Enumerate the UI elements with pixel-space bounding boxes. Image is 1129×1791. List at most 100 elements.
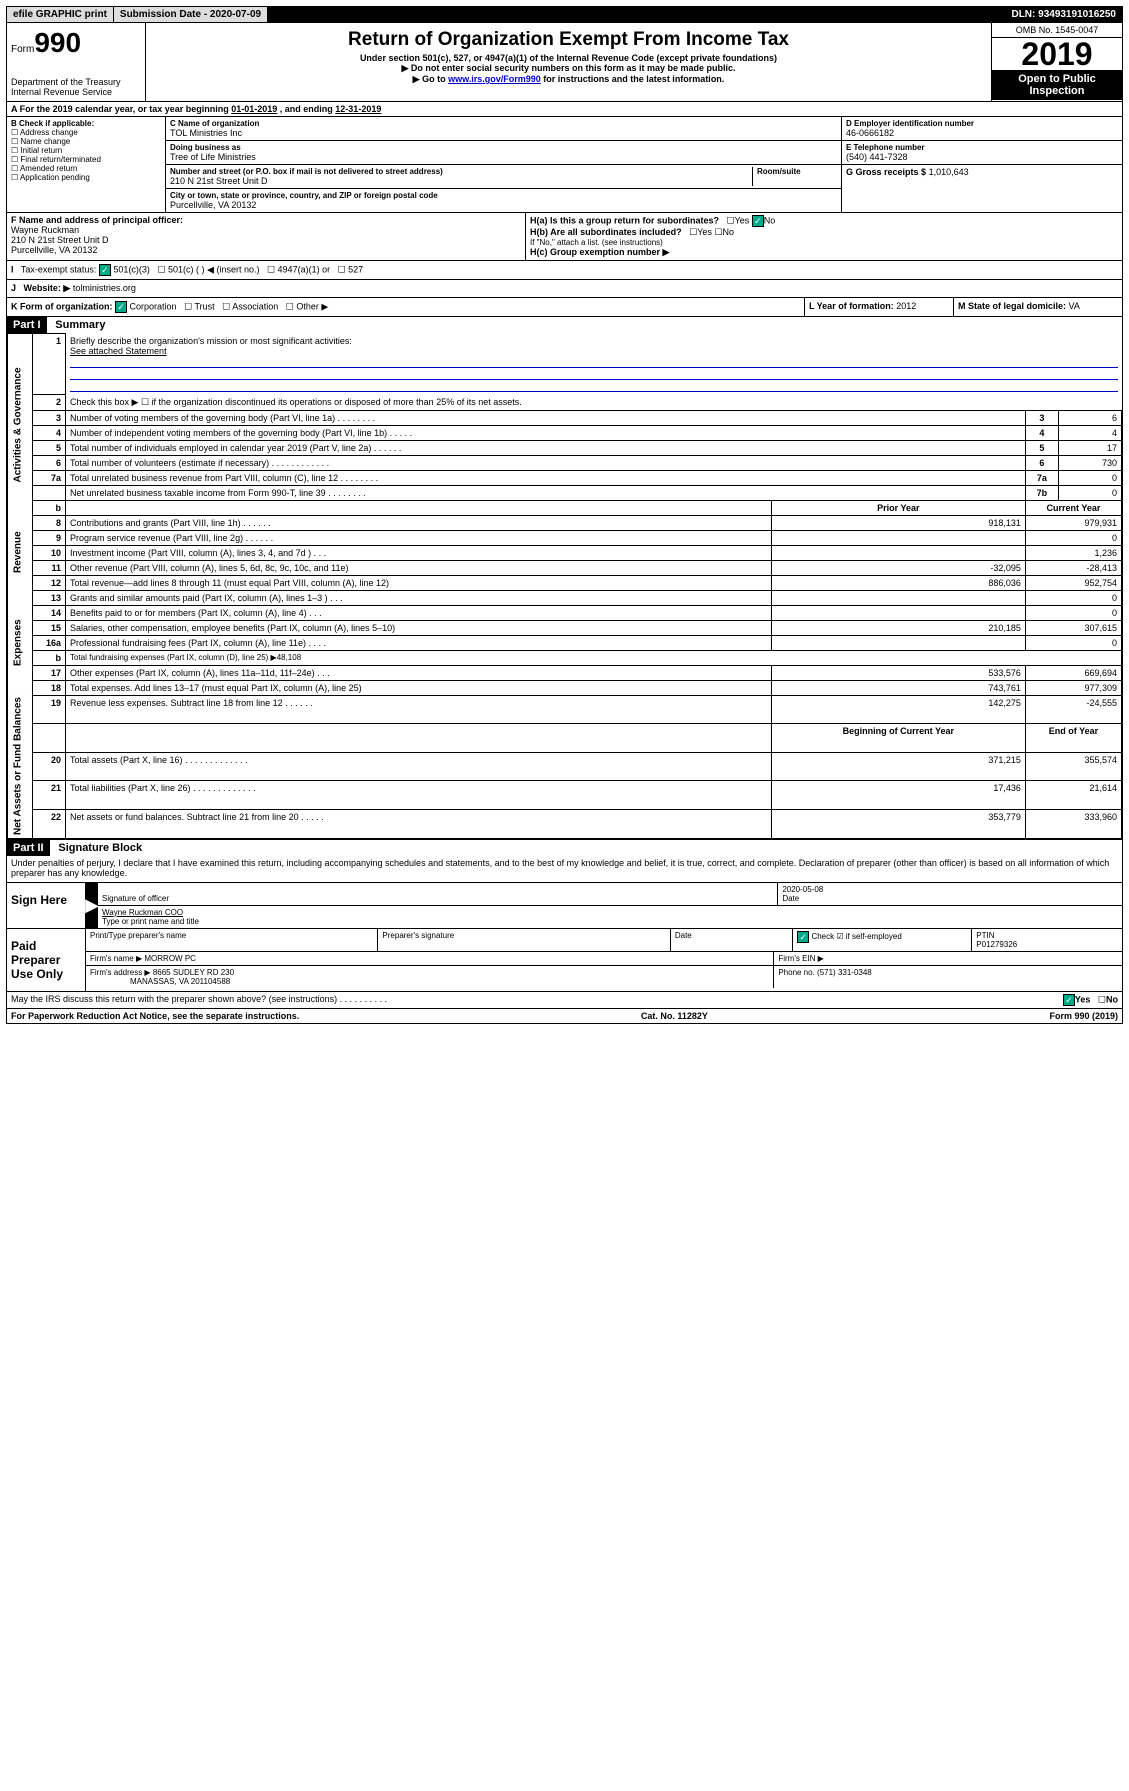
- preparer-phone: (571) 331-0348: [817, 968, 872, 977]
- form-subtitle: Under section 501(c), 527, or 4947(a)(1)…: [150, 53, 987, 63]
- firm-address2: MANASSAS, VA 201104588: [130, 977, 230, 986]
- sign-here-block: Sign Here ▶ Signature of officer 2020-05…: [6, 883, 1123, 929]
- line19-current: -24,555: [1025, 695, 1121, 724]
- check-501c3[interactable]: ✓: [99, 264, 111, 276]
- row-i: I Tax-exempt status: ✓ 501(c)(3) ☐ 501(c…: [6, 261, 1123, 280]
- line19-prior: 142,275: [771, 695, 1025, 724]
- city-state-zip: Purcellville, VA 20132: [170, 200, 837, 210]
- line22-begin: 353,779: [771, 809, 1025, 838]
- period-begin: 01-01-2019: [231, 104, 277, 114]
- sign-arrow-icon: ▶: [86, 883, 98, 928]
- check-corporation[interactable]: ✓: [115, 301, 127, 313]
- top-bar-spacer: [268, 7, 1005, 22]
- city-row: City or town, state or province, country…: [166, 189, 841, 212]
- header-right: OMB No. 1545-0047 2019 Open to Public In…: [992, 23, 1122, 101]
- discuss-row: May the IRS discuss this return with the…: [6, 992, 1123, 1009]
- part1-title: Summary: [49, 317, 111, 333]
- section-f-h: F Name and address of principal officer:…: [6, 213, 1123, 261]
- line20-begin: 371,215: [771, 752, 1025, 781]
- address-row: Number and street (or P.O. box if mail i…: [166, 165, 841, 189]
- paid-preparer-block: Paid Preparer Use Only Print/Type prepar…: [6, 929, 1123, 992]
- line11-current: -28,413: [1025, 560, 1121, 575]
- line12-prior: 886,036: [771, 575, 1025, 590]
- street-address: 210 N 21st Street Unit D: [170, 176, 752, 186]
- header-middle: Return of Organization Exempt From Incom…: [146, 23, 992, 101]
- row-klm: K Form of organization: ✓ Corporation ☐ …: [6, 298, 1123, 317]
- box-b: B Check if applicable: ☐ Address change …: [7, 117, 166, 212]
- form-title: Return of Organization Exempt From Incom…: [150, 29, 987, 51]
- check-name-change[interactable]: ☐ Name change: [11, 137, 161, 146]
- check-discuss-yes[interactable]: ✓: [1063, 994, 1075, 1006]
- box-h: H(a) Is this a group return for subordin…: [526, 213, 1122, 260]
- line17-current: 669,694: [1025, 665, 1121, 680]
- section-netassets-label: Net Assets or Fund Balances: [8, 695, 33, 838]
- line6-value: 730: [1058, 455, 1121, 470]
- form-footer-label: Form 990 (2019): [1049, 1011, 1118, 1021]
- paperwork-notice: For Paperwork Reduction Act Notice, see …: [11, 1011, 299, 1021]
- line3-value: 6: [1058, 410, 1121, 425]
- section-expenses-label: Expenses: [8, 590, 33, 695]
- line7a-value: 0: [1058, 470, 1121, 485]
- box-f: F Name and address of principal officer:…: [7, 213, 526, 260]
- dln-label: DLN: 93493191016250: [1005, 7, 1122, 22]
- line8-prior: 918,131: [771, 515, 1025, 530]
- org-name-row: C Name of organization TOL Ministries In…: [166, 117, 841, 141]
- part2-header: Part II: [7, 840, 50, 856]
- note-ssn: ▶ Do not enter social security numbers o…: [150, 63, 987, 74]
- check-self-employed[interactable]: ✓: [797, 931, 809, 943]
- check-application-pending[interactable]: ☐ Application pending: [11, 173, 161, 182]
- line18-prior: 743,761: [771, 680, 1025, 695]
- line10-current: 1,236: [1025, 545, 1121, 560]
- ptin-value: P01279326: [976, 940, 1017, 949]
- website-value: tolministries.org: [73, 283, 136, 293]
- line9-current: 0: [1025, 530, 1121, 545]
- box-c: C Name of organization TOL Ministries In…: [166, 117, 841, 212]
- org-name: TOL Ministries Inc: [170, 128, 837, 138]
- gross-receipts-value: 1,010,643: [929, 167, 969, 177]
- form-label: Form: [11, 44, 34, 55]
- submission-date-button[interactable]: Submission Date - 2020-07-09: [114, 7, 268, 22]
- note-link: ▶ Go to www.irs.gov/Form990 for instruct…: [150, 74, 987, 85]
- line14-current: 0: [1025, 605, 1121, 620]
- paid-preparer-label: Paid Preparer Use Only: [7, 929, 86, 991]
- part2-title: Signature Block: [52, 840, 148, 856]
- form-header: Form990 Department of the Treasury Inter…: [6, 23, 1123, 102]
- part1: Part I Summary Activities & Governance 1…: [6, 317, 1123, 840]
- dept-label: Department of the Treasury Internal Reve…: [11, 77, 141, 97]
- catalog-number: Cat. No. 11282Y: [641, 1011, 708, 1021]
- section-governance-label: Activities & Governance: [8, 334, 33, 516]
- efile-print-button[interactable]: efile GRAPHIC print: [7, 7, 114, 22]
- check-ha-no[interactable]: ✓: [752, 215, 764, 227]
- box-d-e-g: D Employer identification number 46-0666…: [841, 117, 1122, 212]
- firm-address: 8665 SUDLEY RD 230: [153, 968, 234, 977]
- ein-value: 46-0666182: [846, 128, 1118, 138]
- summary-table: Activities & Governance 1 Briefly descri…: [7, 333, 1122, 839]
- line16a-current: 0: [1025, 635, 1121, 650]
- row-j: J Website: ▶ tolministries.org: [6, 280, 1123, 298]
- mission-statement: See attached Statement: [70, 346, 167, 356]
- line18-current: 977,309: [1025, 680, 1121, 695]
- phone-value: (540) 441-7328: [846, 152, 1118, 162]
- open-to-public: Open to Public Inspection: [992, 70, 1122, 100]
- check-initial-return[interactable]: ☐ Initial return: [11, 146, 161, 155]
- irs-link[interactable]: www.irs.gov/Form990: [448, 74, 541, 84]
- part2: Part II Signature Block Under penalties …: [6, 840, 1123, 883]
- officer-name: Wayne Ruckman: [11, 225, 79, 235]
- top-bar: efile GRAPHIC print Submission Date - 20…: [6, 6, 1123, 23]
- line15-prior: 210,185: [771, 620, 1025, 635]
- year-formation: 2012: [896, 301, 916, 311]
- check-final-return[interactable]: ☐ Final return/terminated: [11, 155, 161, 164]
- part1-header: Part I: [7, 317, 47, 333]
- sign-date: 2020-05-08: [782, 885, 823, 894]
- line13-current: 0: [1025, 590, 1121, 605]
- line7b-value: 0: [1058, 485, 1121, 500]
- check-amended-return[interactable]: ☐ Amended return: [11, 164, 161, 173]
- line11-prior: -32,095: [771, 560, 1025, 575]
- line21-begin: 17,436: [771, 781, 1025, 810]
- check-address-change[interactable]: ☐ Address change: [11, 128, 161, 137]
- footer-row: For Paperwork Reduction Act Notice, see …: [6, 1009, 1123, 1024]
- form-number: 990: [34, 27, 81, 58]
- line15-current: 307,615: [1025, 620, 1121, 635]
- line22-end: 333,960: [1025, 809, 1121, 838]
- dba-row: Doing business as Tree of Life Ministrie…: [166, 141, 841, 165]
